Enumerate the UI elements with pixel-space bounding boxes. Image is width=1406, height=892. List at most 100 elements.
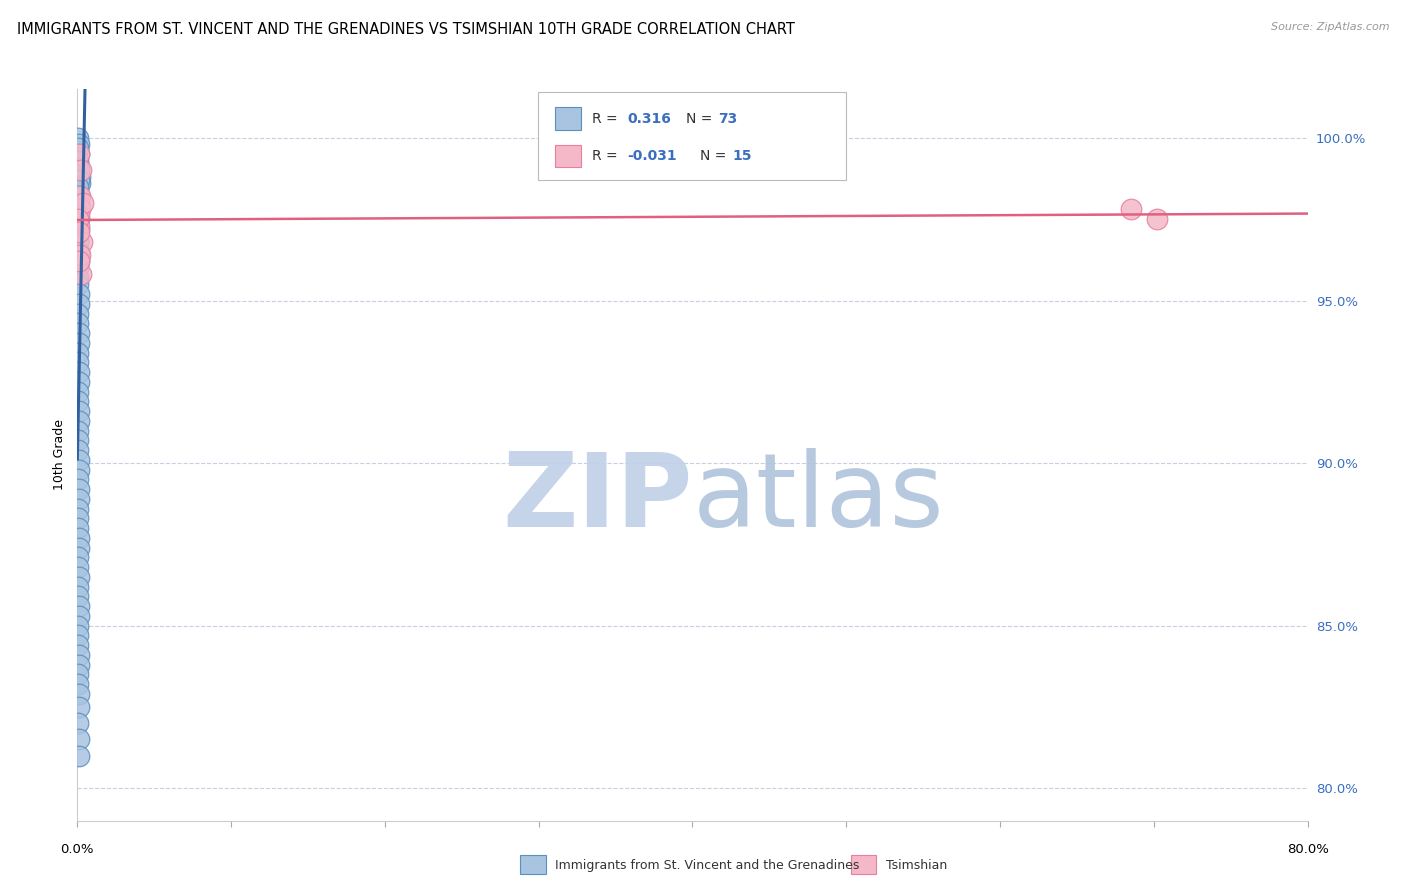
Point <box>69 202 91 217</box>
Point <box>69 199 91 213</box>
Point <box>67 157 90 171</box>
Text: 80.0%: 80.0% <box>1286 843 1329 856</box>
Point <box>67 179 90 194</box>
Point <box>69 177 91 191</box>
Point <box>67 131 90 145</box>
Point <box>67 482 90 496</box>
Point <box>67 173 90 187</box>
Point <box>67 699 90 714</box>
Point <box>67 153 90 168</box>
Point <box>67 748 90 763</box>
Point <box>66 270 89 285</box>
Text: -0.031: -0.031 <box>627 149 676 163</box>
Point <box>69 335 91 350</box>
Point <box>69 248 91 262</box>
Point <box>67 196 90 211</box>
Text: 0.316: 0.316 <box>627 112 671 126</box>
Point <box>66 667 89 681</box>
Point <box>69 254 91 268</box>
Point <box>1119 202 1142 217</box>
Point <box>67 137 90 152</box>
Point <box>67 375 90 389</box>
Point <box>67 570 90 584</box>
Point <box>66 618 89 632</box>
Point <box>67 462 90 476</box>
Point <box>67 560 90 574</box>
Point <box>67 677 90 691</box>
Text: 0.0%: 0.0% <box>60 843 94 856</box>
Point <box>67 648 90 662</box>
Point <box>72 196 94 211</box>
Point <box>67 235 90 249</box>
Point <box>67 189 90 203</box>
Text: ZIP: ZIP <box>502 449 693 549</box>
Point <box>67 244 90 259</box>
Point <box>67 306 90 320</box>
Point <box>67 434 90 448</box>
Text: N =: N = <box>700 149 731 163</box>
Point <box>67 212 90 227</box>
Point <box>67 147 90 161</box>
Text: Immigrants from St. Vincent and the Grenadines: Immigrants from St. Vincent and the Gren… <box>555 859 859 871</box>
Point <box>67 297 90 311</box>
Text: 73: 73 <box>718 112 738 126</box>
Text: Tsimshian: Tsimshian <box>886 859 948 871</box>
Point <box>67 501 90 516</box>
Point <box>67 732 90 747</box>
Point <box>67 147 90 161</box>
Point <box>70 163 93 178</box>
Point <box>67 628 90 642</box>
Point <box>66 141 89 155</box>
Point <box>67 163 90 178</box>
Point <box>67 254 90 268</box>
Point <box>67 365 90 379</box>
Text: R =: R = <box>592 112 621 126</box>
Point <box>67 219 90 233</box>
Point <box>67 326 90 340</box>
Point <box>67 209 90 223</box>
Point <box>67 531 90 545</box>
Text: 15: 15 <box>733 149 752 163</box>
Point <box>67 521 90 535</box>
Y-axis label: 10th Grade: 10th Grade <box>53 419 66 491</box>
Text: atlas: atlas <box>693 449 945 549</box>
Point <box>67 394 90 409</box>
Point <box>67 287 90 301</box>
Point <box>67 657 90 672</box>
Point <box>66 550 89 565</box>
Point <box>67 491 90 506</box>
Point <box>67 443 90 458</box>
Point <box>67 260 90 275</box>
Point <box>67 472 90 486</box>
Point <box>1146 212 1168 227</box>
Point <box>67 183 90 197</box>
Point <box>69 189 91 203</box>
Point <box>67 599 90 613</box>
Point <box>67 189 90 203</box>
Point <box>67 225 90 239</box>
Text: N =: N = <box>686 112 717 126</box>
Point <box>69 169 91 184</box>
Point <box>67 541 90 555</box>
Point <box>66 228 89 243</box>
Point <box>67 222 90 236</box>
Point <box>67 638 90 652</box>
Point <box>67 414 90 428</box>
Point <box>66 424 89 438</box>
Point <box>67 590 90 604</box>
Point <box>67 355 90 369</box>
Point <box>67 205 90 219</box>
Point <box>67 716 90 731</box>
Point <box>66 345 89 359</box>
Point <box>67 316 90 330</box>
Point <box>66 384 89 399</box>
Point <box>67 163 90 178</box>
Text: Source: ZipAtlas.com: Source: ZipAtlas.com <box>1271 22 1389 32</box>
Text: R =: R = <box>592 149 621 163</box>
Point <box>70 235 93 249</box>
Point <box>67 687 90 701</box>
Point <box>67 452 90 467</box>
Point <box>67 212 90 227</box>
Point <box>67 404 90 418</box>
Point <box>66 511 89 525</box>
